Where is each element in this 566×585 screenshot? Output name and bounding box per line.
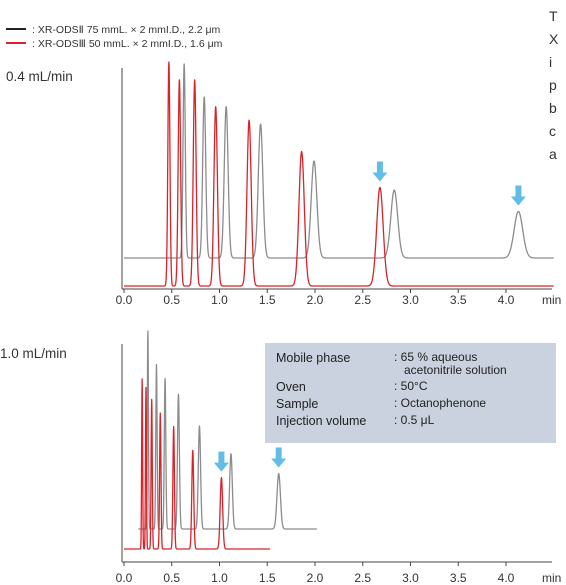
x-axis-unit-label: min bbox=[542, 571, 561, 585]
side-text-line: a bbox=[549, 146, 557, 162]
peak-arrow bbox=[213, 451, 229, 472]
legend: : XR-ODSⅡ 75 mmL. × 2 mmI.D., 2.2 μm : X… bbox=[6, 24, 223, 50]
x-tick-label: 1.5 bbox=[259, 571, 276, 585]
mobile-phase-value-line2: acetonitrile solution bbox=[404, 363, 507, 377]
injection-volume-label: Injection volume bbox=[276, 414, 366, 428]
oven-label: Oven bbox=[276, 380, 306, 394]
side-text-line: b bbox=[549, 100, 557, 116]
side-text-line: i bbox=[549, 54, 552, 70]
x-tick-label: 2.5 bbox=[354, 571, 371, 585]
side-text-line: X bbox=[549, 31, 559, 47]
oven-value: : 50°C bbox=[394, 379, 428, 393]
side-text-line: T bbox=[549, 8, 558, 24]
x-tick-label: 0.5 bbox=[163, 571, 180, 585]
x-tick-label: 3.0 bbox=[402, 571, 419, 585]
x-axis-unit-label: min bbox=[542, 293, 561, 307]
sample-value: : Octanophenone bbox=[394, 396, 486, 410]
x-tick-label: 0.0 bbox=[116, 571, 133, 585]
conditions-box-background bbox=[265, 343, 556, 443]
panel-2-flow-label: 1.0 mL/min bbox=[0, 346, 67, 361]
legend-label-gray: : XR-ODSⅡ 75 mmL. × 2 mmI.D., 2.2 μm bbox=[32, 24, 221, 36]
x-tick-label: 3.5 bbox=[450, 571, 467, 585]
x-tick-label: 3.5 bbox=[450, 293, 467, 307]
sample-label: Sample bbox=[276, 397, 318, 411]
panel-1-axes: 0.0 0.5 1.0 1.5 2.0 2.5 3.0 3.5 4.0 min bbox=[116, 68, 561, 307]
trace-xr-ods-iii bbox=[123, 61, 555, 287]
x-tick-label: 2.5 bbox=[354, 293, 371, 307]
x-tick-label: 0.5 bbox=[163, 293, 180, 307]
injection-volume-value: : 0.5 μL bbox=[394, 413, 435, 427]
x-tick-label: 1.5 bbox=[259, 293, 276, 307]
x-tick-label: 2.0 bbox=[307, 571, 324, 585]
conditions-box: Mobile phase : 65 % aqueous acetonitrile… bbox=[265, 343, 556, 443]
trace-xr-ods-iii bbox=[123, 378, 271, 550]
x-tick-label: 3.0 bbox=[402, 293, 419, 307]
side-text-line: c bbox=[549, 123, 556, 139]
x-tick-label: 4.0 bbox=[498, 571, 515, 585]
x-tick-label: 0.0 bbox=[116, 293, 133, 307]
legend-label-red: : XR-ODSⅢ 50 mmL. × 2 mmI.D., 1.6 μm bbox=[32, 38, 223, 50]
trace-xr-ods-ii bbox=[137, 330, 318, 530]
mobile-phase-label: Mobile phase bbox=[276, 351, 350, 365]
panel-1-flow-label: 0.4 mL/min bbox=[6, 69, 73, 84]
peak-arrow bbox=[271, 447, 287, 468]
peak-arrow bbox=[510, 185, 526, 206]
x-tick-label: 2.0 bbox=[307, 293, 324, 307]
mobile-phase-value: : 65 % aqueous bbox=[394, 350, 477, 364]
trace-xr-ods-ii bbox=[123, 63, 555, 259]
x-tick-label: 1.0 bbox=[211, 293, 228, 307]
x-tick-label: 1.0 bbox=[211, 571, 228, 585]
peak-arrow bbox=[372, 161, 388, 182]
panel-2-axes: 0.0 0.5 1.0 1.5 2.0 2.5 3.0 3.5 4.0 min bbox=[116, 344, 561, 585]
side-text-line: p bbox=[549, 77, 557, 93]
x-tick-label: 4.0 bbox=[498, 293, 515, 307]
